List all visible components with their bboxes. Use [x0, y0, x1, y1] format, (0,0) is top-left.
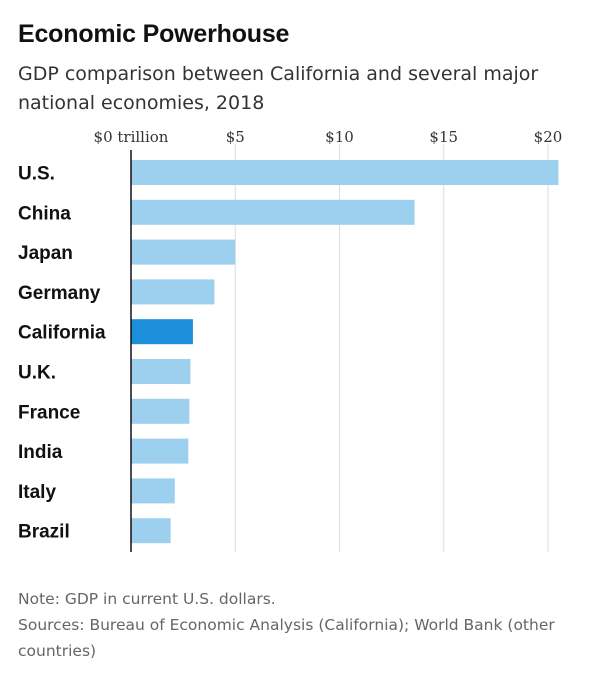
chart-notes: Note: GDP in current U.S. dollars. Sourc…	[18, 586, 583, 664]
category-label: Italy	[18, 482, 56, 503]
category-label: India	[18, 442, 63, 463]
category-label: Germany	[18, 283, 101, 304]
category-label: U.K.	[18, 363, 56, 384]
bar-france	[131, 398, 190, 424]
bar-india	[131, 438, 189, 464]
chart-title: Economic Powerhouse	[18, 20, 290, 48]
bar-japan	[131, 239, 236, 265]
category-label: Brazil	[18, 522, 70, 543]
x-tick-label: $10	[325, 128, 354, 146]
category-label: U.S.	[18, 164, 55, 185]
chart-subtitle: GDP comparison between California and se…	[18, 63, 539, 114]
category-label: Japan	[18, 243, 73, 264]
category-labels: U.S. China Japan Germany California U.K. Franc…	[18, 164, 106, 543]
x-tick-label: $0 trillion	[94, 128, 169, 146]
bar-california	[131, 319, 193, 345]
bar-u-s	[131, 160, 559, 185]
bars	[131, 160, 559, 544]
bar-italy	[131, 478, 175, 504]
bar-china	[131, 199, 415, 225]
bar-u-k	[131, 359, 191, 384]
bar-brazil	[131, 518, 171, 544]
bar-germany	[131, 279, 215, 305]
x-tick-label: $20	[534, 128, 563, 146]
sources-text: Sources: Bureau of Economic Analysis (Ca…	[18, 616, 555, 660]
bar-chart: $0 trillion $5 $10 $15 $20 U.S. China Japan Ger…	[18, 128, 563, 552]
x-tick-labels: $0 trillion $5 $10 $15 $20	[94, 128, 563, 146]
category-label: China	[18, 203, 71, 224]
category-label: California	[18, 323, 106, 344]
x-tick-label: $5	[226, 128, 245, 146]
category-label: France	[18, 402, 80, 423]
x-tick-label: $15	[429, 128, 458, 146]
note-text: Note: GDP in current U.S. dollars.	[18, 590, 276, 608]
